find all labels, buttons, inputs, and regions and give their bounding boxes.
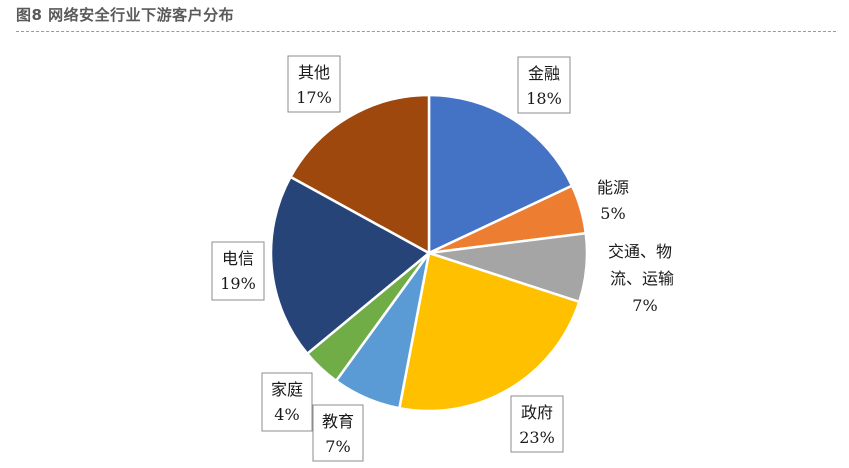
pie-slice xyxy=(289,93,431,255)
slice-label-name: 政府 xyxy=(521,403,553,422)
slice-label-value: 4% xyxy=(274,405,299,424)
label-callout-box xyxy=(510,395,564,453)
slice-label-name: 电信 xyxy=(222,249,254,268)
slice-label-name: 教育 xyxy=(322,412,354,431)
label-callout-box xyxy=(312,404,364,462)
slice-label: 金融 18% xyxy=(517,56,571,114)
title-divider xyxy=(16,31,836,32)
label-callout-box xyxy=(287,55,341,113)
label-callout-box xyxy=(211,241,265,301)
pie-labels: 金融 18% 能源 5% 交通、物流、运输 7% 政府 23% 教育 7% 家庭 4% 电信 19% 其他 1… xyxy=(211,55,674,462)
slice-label-value: 19% xyxy=(220,274,256,293)
slice-label-value: 7% xyxy=(632,296,657,315)
slice-label-value: 23% xyxy=(519,428,555,447)
slice-label: 政府 23% xyxy=(510,395,564,453)
slice-label-name: 家庭 xyxy=(271,380,303,399)
slice-label-value: 7% xyxy=(325,437,350,456)
label-callout-box xyxy=(517,56,571,114)
pie-slice xyxy=(398,251,581,413)
pie-slice xyxy=(269,175,431,355)
pie-slice xyxy=(427,93,574,255)
figure-title: 图8 网络安全行业下游客户分布 xyxy=(16,6,235,24)
label-callout-box xyxy=(261,372,313,432)
slice-label-name: 金融 xyxy=(528,64,560,83)
slice-label: 交通、物流、运输 7% xyxy=(608,242,674,315)
slice-label-value: 18% xyxy=(526,89,562,108)
slice-label: 电信 19% xyxy=(211,241,265,301)
slice-label-name: 能源 xyxy=(597,178,629,197)
slice-label-name: 其他 xyxy=(298,63,330,82)
slice-label-name: 流、运输 xyxy=(610,269,674,288)
slice-label: 能源 5% xyxy=(597,178,629,223)
slice-label-value: 17% xyxy=(296,88,332,107)
slice-label: 教育 7% xyxy=(312,404,364,462)
slice-label-value: 5% xyxy=(600,204,625,223)
pie-slices xyxy=(269,93,589,413)
slice-label: 家庭 4% xyxy=(261,372,313,432)
slice-label: 其他 17% xyxy=(287,55,341,113)
slice-label-name: 交通、物 xyxy=(608,242,672,261)
